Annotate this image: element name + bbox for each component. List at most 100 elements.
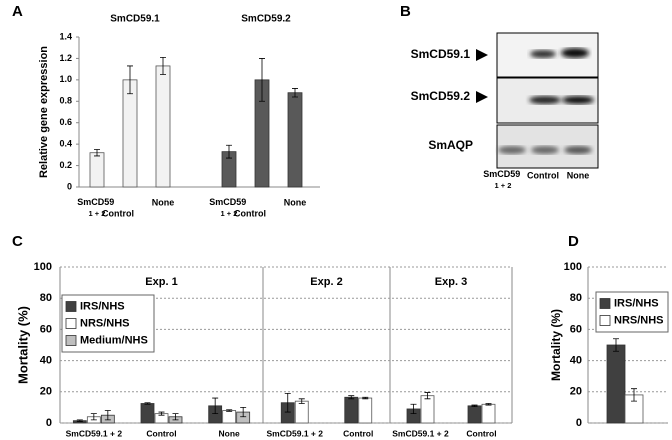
y-tick-label: 0.6 — [59, 117, 72, 127]
error-bar — [158, 411, 165, 416]
x-tick-label: None — [219, 428, 241, 438]
band-label: SmCD59.1 — [411, 47, 471, 61]
error-bar — [90, 413, 97, 421]
bar — [481, 403, 496, 424]
x-tick-label: None — [152, 197, 175, 207]
error-bar — [292, 88, 298, 98]
y-tick-label: 60 — [570, 323, 582, 335]
legend-swatch — [65, 335, 77, 346]
x-tick-label: Control — [146, 428, 176, 438]
bar — [420, 395, 435, 424]
x-tick-label: Control — [102, 208, 134, 218]
error-bar — [160, 56, 166, 75]
y-tick-label: 0 — [67, 181, 72, 191]
y-tick-label: 1.2 — [59, 53, 72, 63]
legend-swatch — [599, 298, 611, 309]
band — [562, 96, 594, 104]
panel-title: Exp. 1 — [145, 276, 177, 288]
y-tick-label: 0.2 — [59, 160, 72, 170]
x-tick-label: None — [567, 170, 590, 180]
error-bar — [613, 338, 619, 352]
bar — [294, 400, 309, 424]
x-tick-label: Control — [466, 428, 496, 438]
y-tick-label: 100 — [34, 261, 52, 273]
x-tick-label: SmCD59.1 + 2 — [66, 428, 123, 438]
y-tick-label: 80 — [570, 292, 582, 304]
error-bar — [172, 413, 179, 421]
panel-label: B — [400, 3, 411, 20]
y-axis-label: Mortality (%) — [15, 306, 30, 384]
error-bar — [631, 388, 637, 402]
bar — [344, 396, 359, 424]
bar — [222, 410, 237, 424]
y-tick-label: 40 — [40, 355, 52, 367]
x-tick-label: None — [284, 197, 307, 207]
arrow — [476, 49, 488, 61]
error-bar — [226, 409, 233, 412]
x-tick-label: SmCD59 1 + 2 — [209, 197, 249, 218]
band-label: SmCD59.2 — [411, 89, 471, 103]
x-tick-label: SmCD59.1 + 2 — [267, 428, 324, 438]
error-bar — [144, 402, 151, 405]
group-label: SmCD59.2 — [241, 14, 291, 25]
error-bar — [94, 149, 100, 157]
y-tick-label: 80 — [40, 292, 52, 304]
arrow — [476, 91, 488, 103]
error-bar — [424, 392, 431, 400]
legend-label: Medium/NHS — [80, 334, 148, 346]
group-label: SmCD59.1 — [110, 14, 160, 25]
legend-label: IRS/NHS — [614, 297, 659, 309]
y-tick-label: 60 — [40, 323, 52, 335]
bar — [155, 65, 171, 188]
y-tick-label: 1.0 — [59, 74, 72, 84]
x-tick-label: Control — [343, 428, 373, 438]
x-tick-label: SmCD59 1 + 2 — [483, 169, 523, 190]
blot — [476, 32, 599, 169]
x-tick-label: Control — [527, 170, 559, 180]
error-bar — [362, 396, 369, 400]
legend-swatch — [65, 301, 77, 312]
y-tick-label: 40 — [570, 355, 582, 367]
band-label: SmAQP — [428, 138, 473, 152]
error-bar — [485, 403, 492, 406]
error-bar — [259, 58, 265, 102]
legend-label: IRS/NHS — [80, 300, 125, 312]
panel-label: D — [568, 233, 579, 250]
error-bar — [284, 392, 291, 413]
bar — [606, 344, 626, 424]
error-bar — [240, 407, 247, 418]
y-tick-label: 0.4 — [59, 139, 72, 149]
y-axis-label: Mortality (%) — [549, 309, 563, 381]
x-tick-label: Control — [234, 208, 266, 218]
band — [498, 146, 526, 154]
panel-title: Exp. 2 — [310, 276, 342, 288]
band — [529, 96, 561, 104]
bar — [140, 403, 155, 424]
error-bar — [471, 404, 478, 408]
error-bar — [212, 397, 219, 415]
error-bar — [76, 419, 83, 422]
bar — [89, 152, 105, 188]
band — [564, 146, 592, 154]
y-tick-label: 0.8 — [59, 96, 72, 106]
y-tick-label: 100 — [564, 261, 582, 273]
error-bar — [298, 398, 305, 404]
panel-title: Exp. 3 — [435, 276, 467, 288]
error-bar — [226, 144, 232, 159]
error-bar — [410, 403, 417, 415]
error-bar — [104, 410, 111, 421]
legend-swatch — [65, 318, 77, 329]
x-tick-label: SmCD59 1 + 2 — [77, 197, 117, 218]
y-tick-label: 1.4 — [59, 31, 72, 41]
bar — [358, 397, 373, 424]
bar — [122, 79, 138, 188]
y-tick-label: 0 — [46, 417, 52, 429]
y-tick-label: 0 — [576, 417, 582, 429]
band — [561, 48, 589, 58]
band — [531, 146, 559, 154]
y-tick-label: 20 — [570, 386, 582, 398]
legend-swatch — [599, 315, 611, 326]
y-axis-label: Relative gene expression — [38, 46, 50, 178]
bar — [467, 405, 482, 424]
